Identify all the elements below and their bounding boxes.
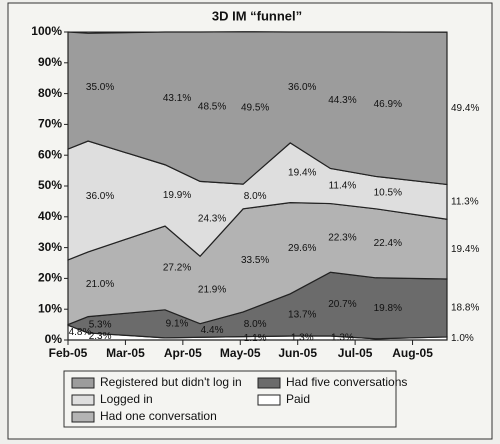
value-label: 33.5% [241,255,269,266]
value-label: 1.3% [331,333,354,344]
value-label: 21.0% [86,279,114,290]
x-tick-label: Feb-05 [49,346,88,360]
chart-title: 3D IM “funnel” [212,8,302,23]
value-label: 1.0% [451,333,474,344]
legend-swatch [257,394,281,406]
y-tick-label: 50% [38,178,62,192]
legend-label: Logged in [100,392,153,406]
x-tick-label: Mar-05 [106,346,145,360]
value-label: 9.1% [166,318,189,329]
value-label: 20.7% [328,299,356,310]
y-tick-label: 90% [38,55,62,69]
legend-label: Registered but didn't log in [100,375,242,389]
value-label: 49.4% [451,103,479,114]
value-label: 18.8% [451,303,479,314]
legend-label: Had five conversations [286,375,407,389]
x-tick-label: Aug-05 [392,346,433,360]
legend-swatch [257,377,281,389]
value-label: 46.9% [374,99,402,110]
x-tick-label: Jun-05 [278,346,317,360]
y-tick-label: 10% [38,301,62,315]
value-label: 22.4% [374,238,402,249]
value-label: 8.0% [244,319,267,330]
legend-label: Paid [286,392,310,406]
y-tick-label: 30% [38,240,62,254]
value-label: 10.5% [374,187,402,198]
value-label: 5.3% [89,319,112,330]
y-tick-label: 40% [38,209,62,223]
x-tick-label: Jul-05 [338,346,373,360]
value-label: 35.0% [86,82,114,93]
value-label: 43.1% [163,93,191,104]
legend-swatch [71,394,95,406]
legend-label: Had one conversation [100,409,217,423]
value-label: 24.3% [198,213,226,224]
value-label: 48.5% [198,101,226,112]
legend-box [63,370,397,428]
value-label: 8.0% [244,191,267,202]
value-label: 19.4% [288,167,316,178]
value-label: 22.3% [328,233,356,244]
value-label: 1.1% [244,333,267,344]
y-tick-label: 80% [38,86,62,100]
value-label: 1.3% [291,333,314,344]
value-label: 11.3% [451,197,479,208]
y-tick-label: 60% [38,147,62,161]
value-label: 2.3% [89,331,112,342]
value-label: 4.8% [69,327,92,338]
y-tick-label: 0% [45,332,63,346]
value-label: 36.0% [86,191,114,202]
y-tick-label: 100% [31,24,62,38]
value-label: 4.4% [201,325,224,336]
value-label: 44.3% [328,95,356,106]
value-label: 19.4% [451,244,479,255]
value-label: 36.0% [288,82,316,93]
x-tick-label: Apr-05 [164,346,202,360]
y-tick-label: 70% [38,117,62,131]
value-label: 21.9% [198,285,226,296]
value-label: 27.2% [163,263,191,274]
value-label: 19.8% [374,303,402,314]
x-tick-label: May-05 [220,346,261,360]
legend-swatch [71,377,95,389]
value-label: 11.4% [329,181,357,192]
legend-swatch [71,411,95,423]
value-label: 29.6% [288,243,316,254]
value-label: 49.5% [241,103,269,114]
value-label: 13.7% [288,310,316,321]
value-label: 19.9% [163,190,191,201]
y-tick-label: 20% [38,271,62,285]
